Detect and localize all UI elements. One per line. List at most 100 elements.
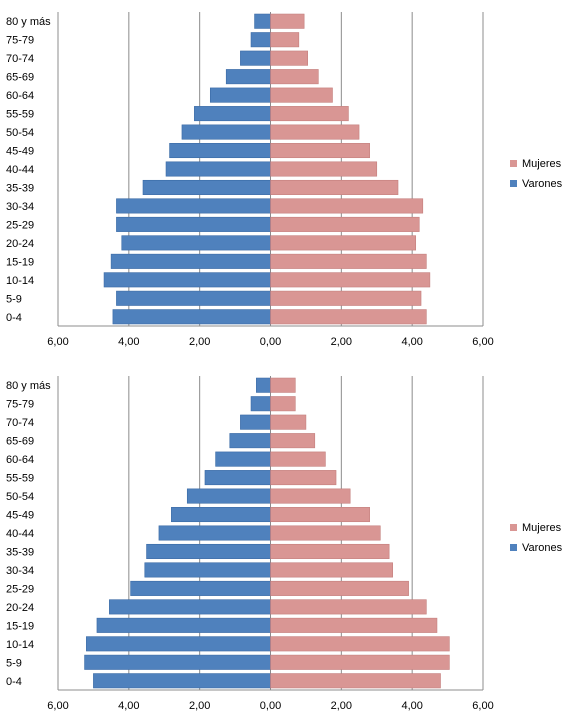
y-tick-label: 35-39 <box>6 182 34 194</box>
bar-varones <box>186 488 271 504</box>
bar-mujeres <box>270 488 351 504</box>
bar-mujeres <box>270 290 422 306</box>
bar-varones <box>86 636 271 652</box>
y-tick-label: 75-79 <box>6 35 34 47</box>
legend-swatch-varones <box>510 180 517 187</box>
y-tick-label: 25-29 <box>6 583 34 595</box>
bar-mujeres <box>270 32 300 48</box>
x-tick-label: 4,00 <box>401 336 422 348</box>
bar-varones <box>254 13 271 29</box>
bar-mujeres <box>270 562 393 578</box>
bar-mujeres <box>270 161 378 177</box>
bar-mujeres <box>270 673 441 689</box>
y-tick-label: 20-24 <box>6 238 34 250</box>
bar-varones <box>116 216 271 232</box>
bar-varones <box>103 272 271 288</box>
bar-varones <box>194 106 271 122</box>
bar-mujeres <box>270 377 296 393</box>
bar-mujeres <box>270 507 370 523</box>
bar-mujeres <box>270 124 360 140</box>
bar-varones <box>209 87 271 103</box>
bar-varones <box>93 673 271 689</box>
y-tick-label: 45-49 <box>6 146 34 158</box>
bar-varones <box>250 32 271 48</box>
x-tick-label: 6,00 <box>472 336 493 348</box>
bar-varones <box>240 50 271 66</box>
y-tick-label: 55-59 <box>6 109 34 121</box>
bar-mujeres <box>270 50 308 66</box>
bar-varones <box>250 396 271 412</box>
bar-varones <box>146 543 271 559</box>
bar-varones <box>116 198 271 214</box>
x-tick-label: 0,00 <box>260 336 281 348</box>
x-tick-label: 2,00 <box>331 700 352 712</box>
y-tick-label: 80 y más <box>6 16 51 28</box>
y-tick-label: 5-9 <box>6 657 22 669</box>
bar-mujeres <box>270 654 450 670</box>
y-tick-label: 60-64 <box>6 454 34 466</box>
y-tick-label: 65-69 <box>6 72 34 84</box>
y-tick-label: 20-24 <box>6 602 34 614</box>
x-tick-label: 6,00 <box>47 336 68 348</box>
x-tick-label: 6,00 <box>47 700 68 712</box>
bar-mujeres <box>270 525 381 541</box>
bar-varones <box>169 143 271 159</box>
bar-mujeres <box>270 272 431 288</box>
y-tick-label: 70-74 <box>6 53 34 65</box>
pyramid-chart-2: 6,00 4,00 2,00 0,00 2,00 4,00 6,00 0-4 5-9 10-14 1… <box>6 376 563 712</box>
bar-varones <box>109 599 271 615</box>
bar-mujeres <box>270 433 316 449</box>
bar-mujeres <box>270 198 424 214</box>
bar-varones <box>158 525 271 541</box>
bar-mujeres <box>270 451 326 467</box>
bar-mujeres <box>270 143 370 159</box>
y-tick-label: 10-14 <box>6 639 34 651</box>
y-tick-label: 75-79 <box>6 399 34 411</box>
bar-varones <box>240 414 271 430</box>
pyramid-chart-1: 6,00 4,00 2,00 0,00 2,00 4,00 6,00 0-4 5-9 10-14 1… <box>6 12 563 348</box>
y-tick-label: 55-59 <box>6 473 34 485</box>
y-tick-label: 45-49 <box>6 510 34 522</box>
bar-varones <box>84 654 271 670</box>
bar-mujeres <box>270 414 307 430</box>
x-tick-label: 2,00 <box>189 700 210 712</box>
bar-mujeres <box>270 179 399 195</box>
bar-mujeres <box>270 106 349 122</box>
bar-mujeres <box>270 235 417 251</box>
legend-swatch-mujeres <box>510 160 517 167</box>
legend-label-varones: Varones <box>522 178 563 190</box>
bar-varones <box>96 617 271 633</box>
bar-varones <box>181 124 271 140</box>
bar-varones <box>130 580 271 596</box>
bar-mujeres <box>270 636 450 652</box>
legend-label-mujeres: Mujeres <box>522 158 562 170</box>
bar-mujeres <box>270 599 427 615</box>
x-tick-label: 0,00 <box>260 700 281 712</box>
y-tick-label: 30-34 <box>6 201 34 213</box>
bar-varones <box>121 235 271 251</box>
bar-mujeres <box>270 69 319 85</box>
x-tick-label: 4,00 <box>118 700 139 712</box>
x-tick-label: 4,00 <box>118 336 139 348</box>
bar-varones <box>256 377 271 393</box>
legend-label-mujeres: Mujeres <box>522 522 562 534</box>
bar-varones <box>171 507 271 523</box>
y-tick-label: 10-14 <box>6 275 34 287</box>
bar-mujeres <box>270 309 427 325</box>
y-tick-label: 30-34 <box>6 565 34 577</box>
bar-mujeres <box>270 253 427 269</box>
bar-mujeres <box>270 216 420 232</box>
y-tick-label: 80 y más <box>6 380 51 392</box>
y-tick-label: 15-19 <box>6 256 34 268</box>
bar-varones <box>215 451 271 467</box>
legend-label-varones: Varones <box>522 542 563 554</box>
legend-swatch-varones <box>510 544 517 551</box>
y-tick-label: 50-54 <box>6 491 34 503</box>
bar-mujeres <box>270 13 305 29</box>
bar-varones <box>116 290 271 306</box>
y-tick-label: 60-64 <box>6 90 34 102</box>
y-tick-label: 40-44 <box>6 164 34 176</box>
y-tick-label: 0-4 <box>6 312 22 324</box>
x-tick-label: 4,00 <box>401 700 422 712</box>
